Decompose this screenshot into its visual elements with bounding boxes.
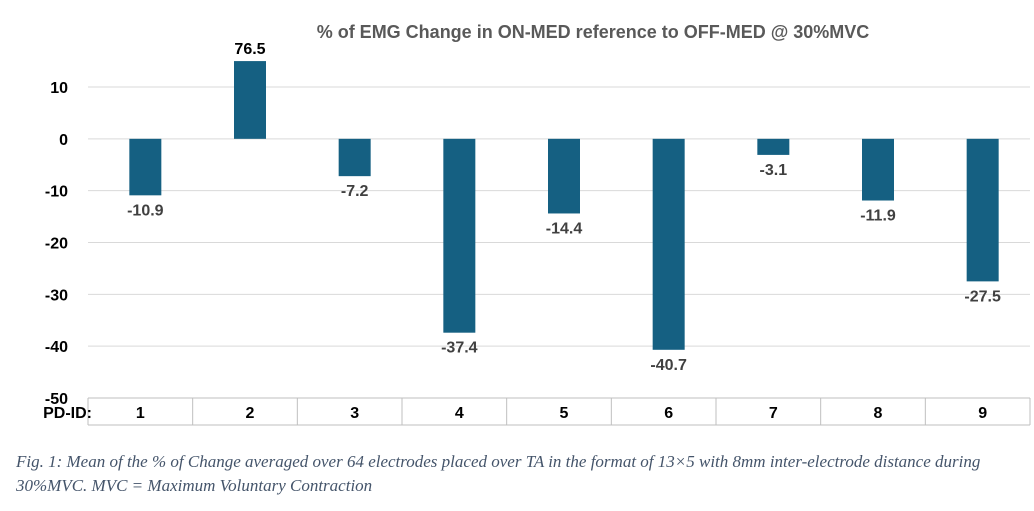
data-label: -11.9 [860, 208, 896, 225]
x-tick-label: 3 [350, 405, 359, 422]
x-axis: PD-ID: 1 2 3 4 5 6 7 8 9 [43, 397, 1031, 426]
figure-caption: Fig. 1: Mean of the % of Change averaged… [16, 452, 981, 495]
bars [129, 61, 999, 350]
y-tick-label: 10 [50, 80, 68, 97]
bar [129, 138, 162, 196]
bar [338, 138, 371, 177]
y-tick-label: -20 [45, 236, 68, 253]
bar [966, 138, 999, 282]
x-tick-label: 7 [769, 405, 778, 422]
x-tick-label: 4 [455, 405, 464, 422]
data-label: -27.5 [964, 288, 1001, 305]
chart-title: % of EMG Change in ON-MED reference to O… [317, 22, 870, 42]
x-tick-label: 2 [246, 405, 255, 422]
data-label: -40.7 [650, 357, 687, 374]
x-axis-prefix-label: PD-ID: [43, 405, 92, 422]
data-labels: -10.9 76.5 -7.2 -37.4 -14.4 -40.7 -3.1 -11.9 -27… [127, 41, 1001, 374]
data-label: -10.9 [127, 202, 164, 219]
bar [443, 138, 476, 333]
y-tick-label: 0 [59, 132, 68, 149]
bar [757, 138, 790, 155]
data-label: -14.4 [546, 220, 583, 237]
bar [862, 138, 894, 201]
y-tick-label: -50 [45, 391, 68, 408]
bar [548, 138, 580, 214]
chart: % of EMG Change in ON-MED reference to O… [43, 22, 1031, 426]
y-tick-label: -40 [45, 339, 68, 356]
y-tick-label: -30 [45, 287, 68, 304]
data-label: -37.4 [441, 340, 478, 357]
data-label: -3.1 [760, 162, 788, 179]
y-tick-label: -10 [45, 184, 68, 201]
bar [652, 138, 685, 350]
x-tick-label: 5 [560, 405, 569, 422]
x-tick-label: 8 [874, 405, 883, 422]
x-tick-label: 6 [664, 405, 673, 422]
x-tick-label: 9 [978, 405, 987, 422]
bar [234, 61, 266, 139]
x-tick-label: 1 [136, 405, 145, 422]
y-axis-ticks: 10 0 -10 -20 -30 -40 -50 [45, 80, 68, 408]
data-label: 76.5 [234, 41, 265, 58]
data-label: -7.2 [341, 183, 369, 200]
